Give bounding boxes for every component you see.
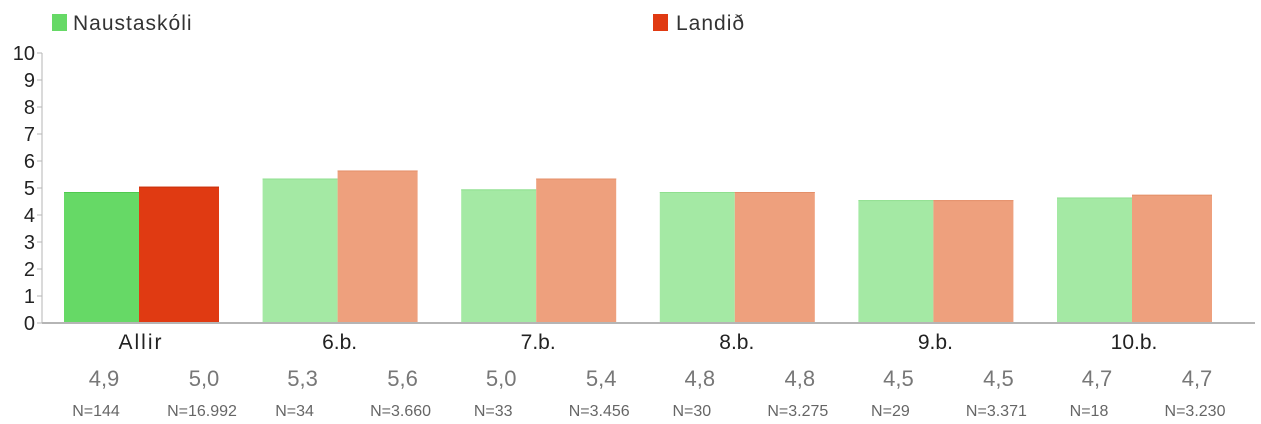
legend-swatch-naustaskoli (52, 14, 67, 31)
n-label-landid: N=16.992 (167, 403, 237, 420)
value-label-landid: 5,4 (586, 366, 617, 391)
n-label-naustaskoli: N=18 (1070, 403, 1109, 420)
value-label-landid: 5,0 (189, 366, 220, 391)
bar-landid (1132, 194, 1212, 323)
value-label-landid: 4,8 (785, 366, 816, 391)
n-label-landid: N=3.275 (767, 403, 828, 420)
value-label-naustaskoli: 5,3 (287, 366, 318, 391)
value-label-naustaskoli: 4,8 (685, 366, 716, 391)
bar-naustaskoli (659, 192, 735, 323)
n-label-landid: N=3.456 (569, 403, 630, 420)
value-label-landid: 4,7 (1182, 366, 1213, 391)
bar-naustaskoli (262, 178, 338, 323)
value-label-landid: 4,5 (983, 366, 1014, 391)
value-label-landid: 5,6 (387, 366, 418, 391)
n-label-naustaskoli: N=34 (275, 403, 314, 420)
y-tick-label: 9 (24, 70, 35, 92)
y-tick-label: 8 (24, 97, 35, 119)
y-tick-label: 10 (13, 43, 35, 65)
legend-label-naustaskoli: Naustaskóli (73, 12, 193, 35)
category-label: 8.b. (719, 331, 754, 354)
n-label-landid: N=3.660 (370, 403, 431, 420)
n-label-landid: N=3.230 (1165, 403, 1226, 420)
y-tick-label: 0 (24, 313, 35, 335)
y-tick-label: 6 (24, 151, 35, 173)
value-label-naustaskoli: 5,0 (486, 366, 517, 391)
bar-landid (734, 192, 815, 323)
bars (64, 170, 1212, 323)
n-label-naustaskoli: N=33 (474, 403, 513, 420)
n-label-naustaskoli: N=144 (72, 403, 120, 420)
y-tick-label: 1 (24, 286, 35, 308)
y-tick-label: 4 (24, 205, 35, 227)
bar-naustaskoli (461, 189, 537, 323)
y-tick-label: 2 (24, 259, 35, 281)
n-label-naustaskoli: N=29 (871, 403, 910, 420)
bar-naustaskoli (858, 200, 934, 323)
category-label: 10.b. (1111, 331, 1158, 354)
bar-landid (337, 170, 418, 323)
y-tick-label: 5 (24, 178, 35, 200)
bar-naustaskoli (64, 192, 139, 323)
value-label-naustaskoli: 4,9 (89, 366, 120, 391)
legend-label-landid: Landið (676, 12, 745, 35)
y-tick-label: 3 (24, 232, 35, 254)
bar-landid (536, 178, 617, 323)
category-label: 7.b. (521, 331, 556, 354)
y-axis: 0 1 2 3 4 5 6 7 8 9 10 (13, 43, 43, 335)
category-label: 9.b. (918, 331, 953, 354)
n-label-landid: N=3.371 (966, 403, 1027, 420)
y-tick-label: 7 (24, 124, 35, 146)
category-label: 6.b. (322, 331, 357, 354)
category-labels: Allir 4,9 5,0 N=144 N=16.992 6.b.5,3 5,6 N=34 N=… (72, 331, 1225, 420)
bar-landid (139, 186, 219, 323)
value-label-naustaskoli: 4,7 (1082, 366, 1113, 391)
bar-landid (933, 200, 1014, 323)
category-label: Allir (119, 331, 164, 354)
legend: Naustaskóli Landið (52, 12, 745, 35)
legend-swatch-landid (653, 14, 668, 31)
value-label-naustaskoli: 4,5 (883, 366, 914, 391)
bar-naustaskoli (1057, 197, 1132, 323)
n-label-naustaskoli: N=30 (672, 403, 711, 420)
